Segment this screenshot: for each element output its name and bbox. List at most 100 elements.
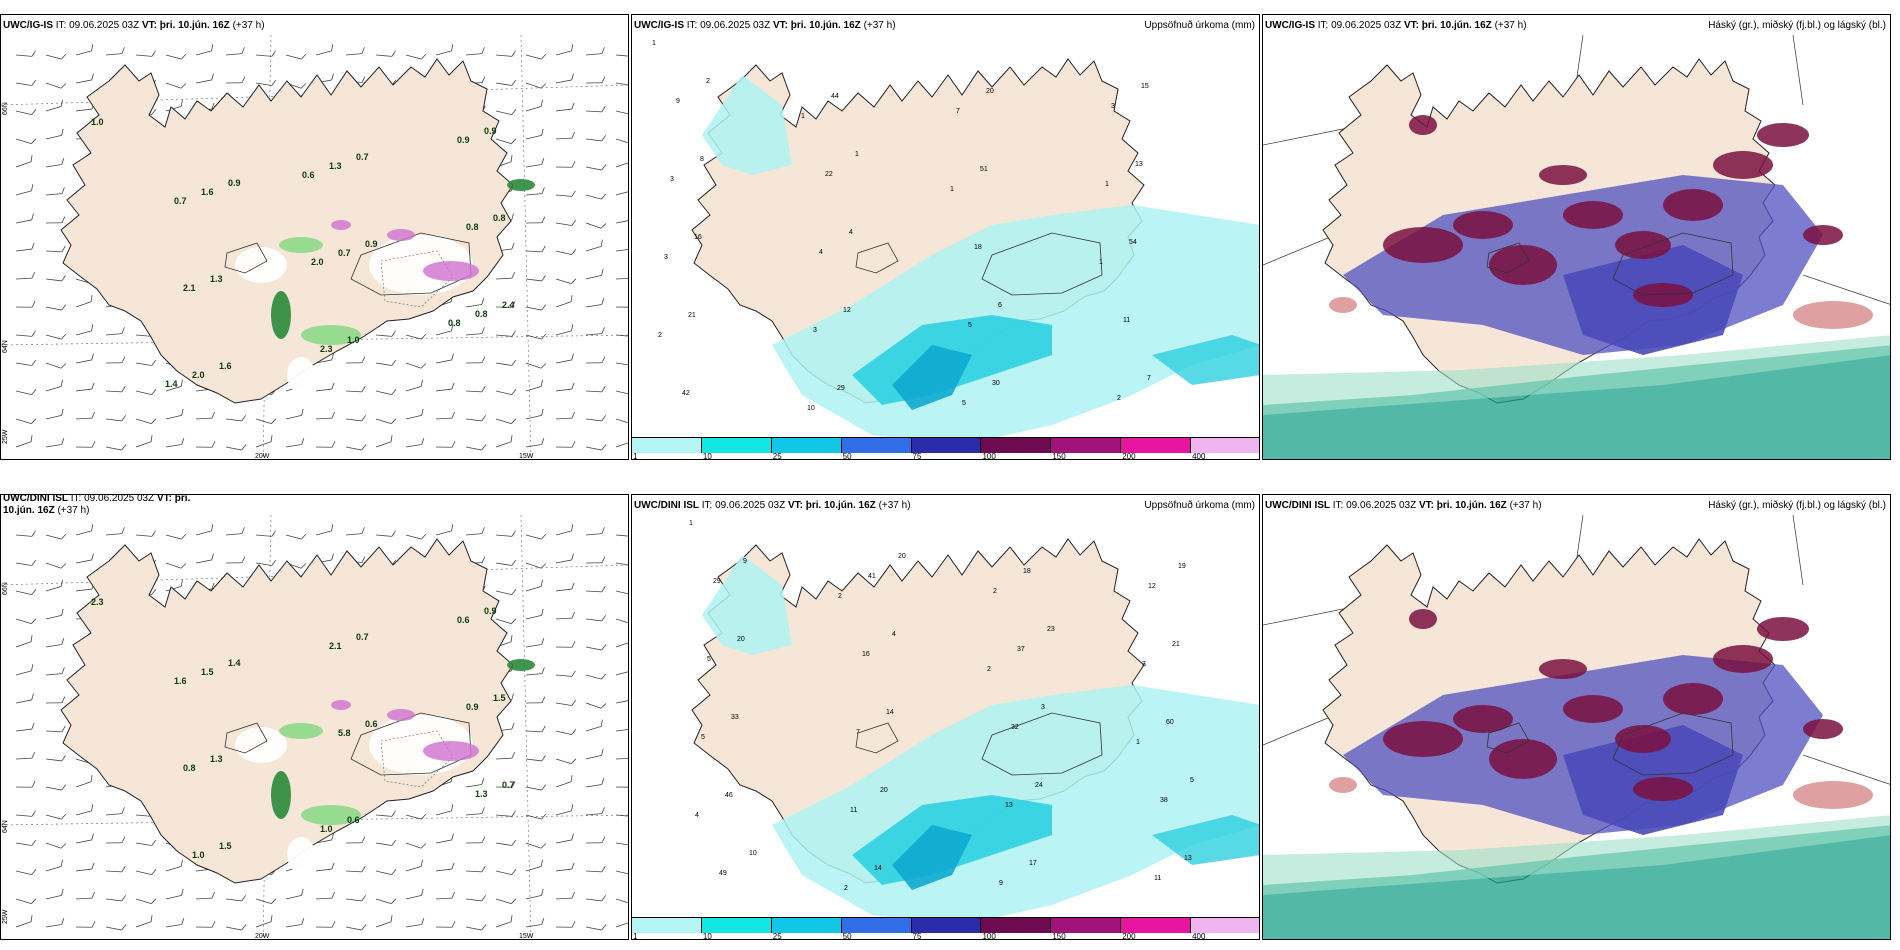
wind-barb [465, 385, 486, 393]
colorbar-label: 1 [633, 932, 638, 940]
wind-barb [615, 277, 628, 280]
wind-barb [435, 891, 456, 900]
high-cloud-area [1803, 719, 1843, 739]
wind-barb [285, 888, 304, 900]
colorbar-label: 100 [982, 932, 996, 940]
wind-barb [435, 804, 454, 816]
longitude-line [520, 514, 532, 939]
precip-value: 18 [974, 244, 982, 251]
wind-barb [615, 362, 628, 366]
wind-barb [75, 804, 94, 816]
high-cloud-area [1803, 225, 1843, 245]
wind-barb [105, 327, 125, 336]
wind-barb [585, 644, 607, 651]
precip-value: 38 [1160, 797, 1168, 804]
wind-barb [15, 271, 36, 280]
wind-barb [555, 775, 573, 788]
colorbar-swatch [632, 918, 702, 933]
high-cloud-area [1453, 211, 1513, 239]
colorbar-swatch [1051, 918, 1122, 933]
frame-line [1792, 514, 1804, 586]
wind-barb [585, 556, 606, 564]
wind-barb [105, 356, 126, 364]
colorbar-label: 150 [1052, 932, 1066, 940]
wind-barb [525, 408, 544, 420]
high-cloud-area [1489, 739, 1557, 779]
wind-gust-value: 2.4 [502, 300, 515, 310]
wind-gust-value: 0.6 [302, 170, 315, 180]
precip-light-area [702, 75, 792, 175]
precip-value: 2 [987, 666, 991, 673]
wind-barb [495, 50, 516, 57]
wind-barb [15, 213, 34, 224]
wind-barb [435, 441, 456, 448]
wind-barb [375, 418, 397, 425]
lon-label-20w: 20W [255, 933, 270, 940]
high-cloud-area [1539, 165, 1587, 185]
wind-barb [495, 79, 517, 86]
wind-barb [375, 869, 397, 875]
precip-value: 33 [731, 714, 739, 721]
wind-barb [615, 82, 628, 86]
precip-map: 1221422351191257131129163238494137604614… [689, 520, 1259, 925]
wind-barb [195, 411, 216, 420]
wind-barb [405, 53, 427, 60]
wind-barb [105, 385, 126, 393]
wind-barb [135, 389, 157, 395]
wind-barb [555, 73, 574, 84]
precip-value: 10 [749, 850, 757, 857]
wind-barb [15, 530, 36, 537]
precip-value: 42 [682, 390, 690, 397]
wind-barb [165, 379, 183, 392]
high-cloud-area [1615, 231, 1671, 259]
wind-barb [105, 807, 125, 816]
wind-barb [75, 324, 94, 336]
colorbar-label: 50 [842, 932, 852, 940]
wind-barb [315, 921, 336, 928]
wind-gust-value: 0.7 [338, 248, 351, 258]
wind-barb [375, 389, 397, 395]
wind-gust-value: 1.3 [329, 161, 342, 171]
wind-barb [195, 524, 214, 536]
wind-gust-value: 1.4 [165, 379, 178, 389]
colorbar-swatch [632, 438, 702, 453]
lon-label-25w: 25W [2, 909, 9, 924]
wind-barb [15, 389, 37, 395]
glacier-hatch [380, 250, 454, 308]
wind-barb [45, 667, 65, 676]
precip-green [279, 723, 323, 739]
wind-barb [345, 836, 366, 844]
wind-barb [75, 382, 95, 392]
cloud-patch [1329, 777, 1357, 793]
wind-barb [225, 444, 247, 451]
wind-barb [555, 553, 574, 564]
wind-barb [45, 784, 67, 791]
glacier-outline [350, 232, 472, 296]
high-cloud-area [1563, 201, 1623, 229]
precip-value: 3 [664, 254, 668, 261]
wind-barb [555, 524, 574, 536]
wind-barb [105, 47, 125, 56]
precip-green [301, 805, 361, 825]
wind-barb [585, 836, 606, 844]
wind-barb [555, 582, 575, 592]
wind-barb [585, 193, 607, 200]
wind-barb [555, 131, 576, 140]
wind-gust-value: 1.0 [91, 117, 104, 127]
panel-title: UWC/DINI ISL IT: 09.06.2025 03Z VT: þri.… [1265, 500, 1542, 511]
glacier-outline [1612, 232, 1734, 296]
wind-barb [615, 138, 628, 145]
glacier-outline [1486, 722, 1530, 754]
panel-cloud-bottom: UWC/DINI ISL IT: 09.06.2025 03Z VT: þri.… [1262, 494, 1891, 940]
wind-barb [255, 418, 277, 425]
wind-barb [105, 924, 127, 931]
panel-wind-top: UWC/IG-IS IT: 09.06.2025 03Z VT: þri. 10… [0, 14, 629, 460]
lat-label-64n: 64N [2, 340, 9, 353]
wind-barb [375, 915, 393, 928]
wind-barb [225, 76, 246, 84]
frame-line [1802, 274, 1890, 305]
wind-barb [75, 295, 93, 308]
wind-barb [435, 862, 455, 872]
wind-barb [375, 530, 396, 537]
wind-barb [15, 184, 34, 196]
